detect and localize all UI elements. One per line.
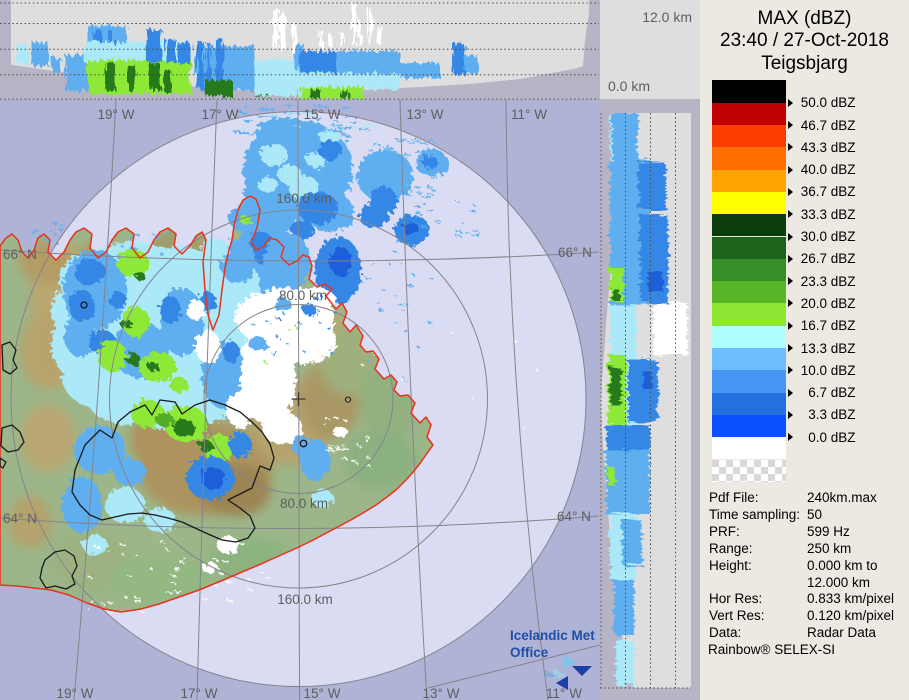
svg-text:11° W: 11° W <box>546 686 582 700</box>
svg-text:80.0 km: 80.0 km <box>280 496 328 511</box>
svg-text:64° N: 64° N <box>557 509 591 524</box>
svg-text:Icelandic Met: Icelandic Met <box>510 628 595 643</box>
svg-text:66° N: 66° N <box>558 245 592 260</box>
svg-text:160.0 km: 160.0 km <box>277 592 333 607</box>
svg-text:15° W: 15° W <box>304 107 341 122</box>
svg-text:15° W: 15° W <box>304 686 341 700</box>
svg-text:64° N: 64° N <box>3 511 37 526</box>
svg-text:19° W: 19° W <box>57 686 94 700</box>
svg-text:11° W: 11° W <box>511 107 547 122</box>
svg-text:80.0 km: 80.0 km <box>279 288 327 303</box>
svg-text:13° W: 13° W <box>407 107 444 122</box>
svg-text:66° N: 66° N <box>3 247 37 262</box>
svg-text:160.0 km: 160.0 km <box>276 191 332 206</box>
svg-text:13° W: 13° W <box>423 686 460 700</box>
svg-text:17° W: 17° W <box>181 686 218 700</box>
svg-text:17° W: 17° W <box>202 107 239 122</box>
svg-text:Office: Office <box>510 645 549 660</box>
svg-text:19° W: 19° W <box>98 107 135 122</box>
